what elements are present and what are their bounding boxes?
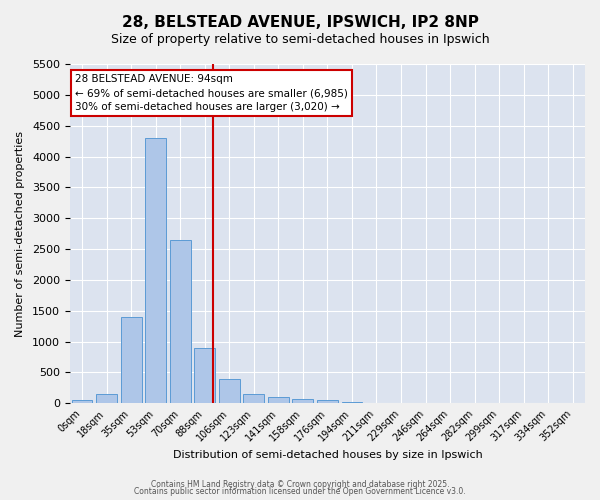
Bar (145, 138, 166, 404)
Bar (71, 400, 92, 404)
Y-axis label: Number of semi-detached properties: Number of semi-detached properties (15, 130, 25, 336)
Text: Size of property relative to semi-detached houses in Ipswich: Size of property relative to semi-detach… (110, 32, 490, 46)
Text: Contains public sector information licensed under the Open Government Licence v3: Contains public sector information licen… (134, 487, 466, 496)
Bar (194, 348, 215, 404)
Bar (317, 400, 338, 404)
Bar (341, 402, 362, 404)
Bar (219, 378, 239, 404)
Bar (366, 402, 387, 404)
Bar (268, 397, 289, 404)
Bar (96, 394, 117, 404)
X-axis label: Distribution of semi-detached houses by size in Ipswich: Distribution of semi-detached houses by … (173, 450, 482, 460)
Bar (170, 240, 191, 404)
Text: 28 BELSTEAD AVENUE: 94sqm
← 69% of semi-detached houses are smaller (6,985)
30% : 28 BELSTEAD AVENUE: 94sqm ← 69% of semi-… (75, 74, 348, 112)
Bar (292, 398, 313, 404)
Text: Contains HM Land Registry data © Crown copyright and database right 2025.: Contains HM Land Registry data © Crown c… (151, 480, 449, 489)
Bar (121, 317, 142, 404)
Text: 28, BELSTEAD AVENUE, IPSWICH, IP2 8NP: 28, BELSTEAD AVENUE, IPSWICH, IP2 8NP (122, 15, 478, 30)
Bar (244, 394, 264, 404)
